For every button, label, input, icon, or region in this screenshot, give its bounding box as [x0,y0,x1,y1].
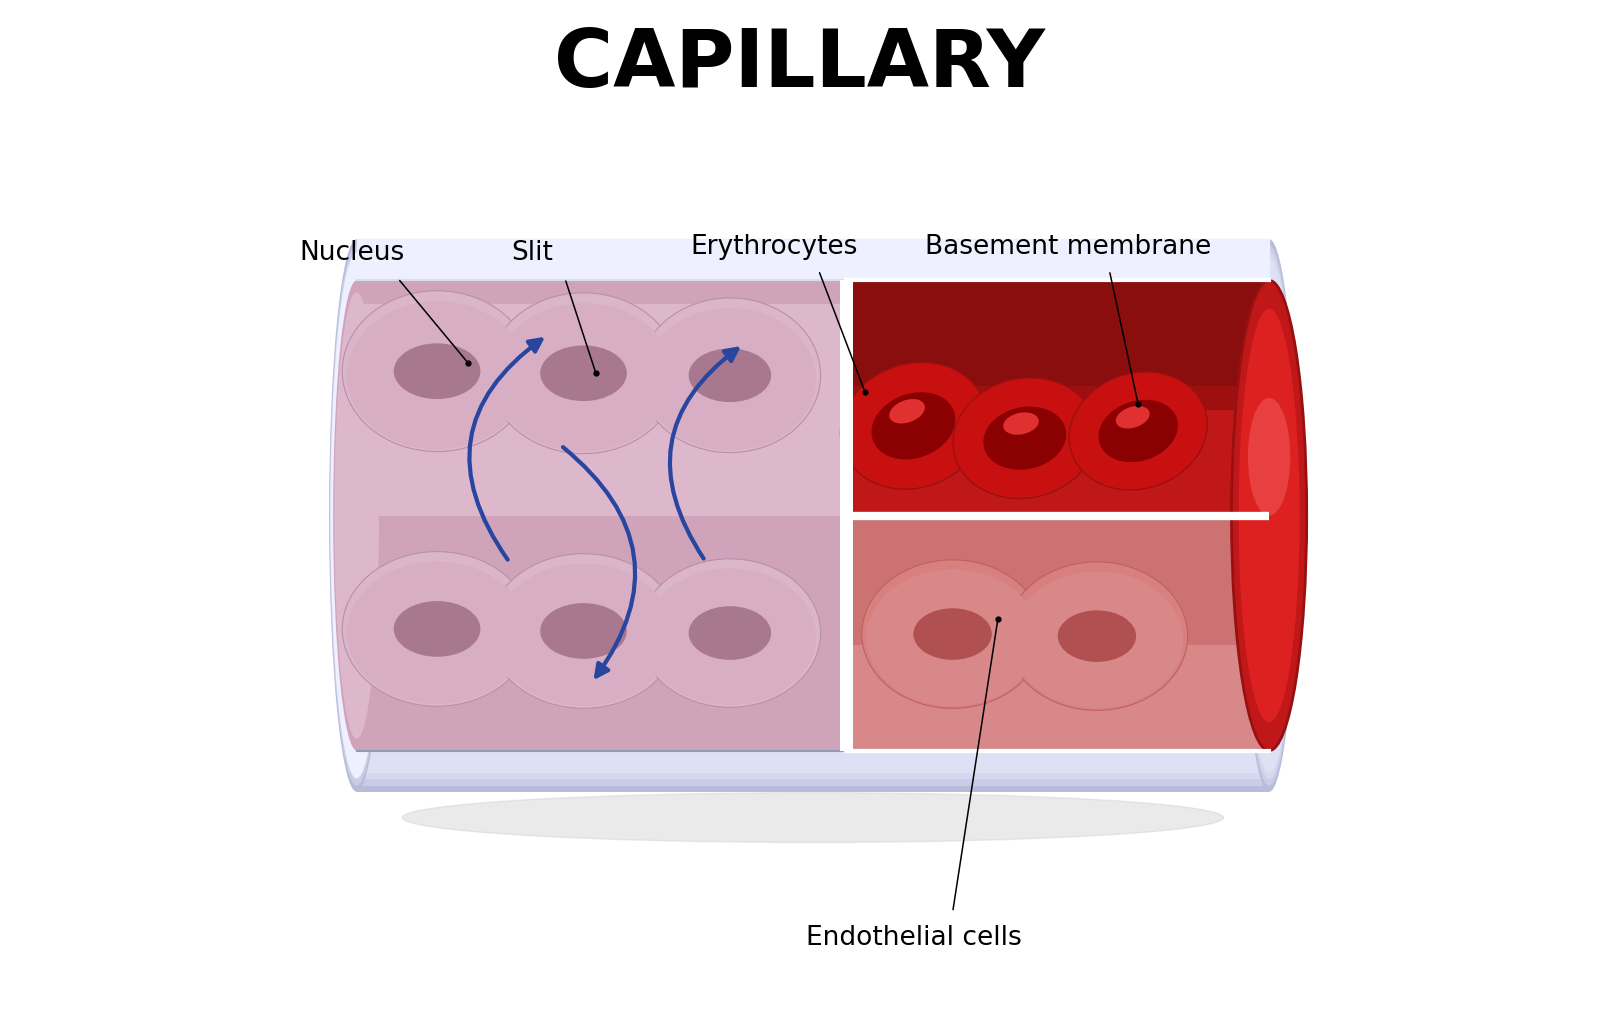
Ellipse shape [488,293,678,454]
Ellipse shape [862,560,1043,708]
Ellipse shape [347,301,526,450]
Ellipse shape [541,345,627,401]
Bar [357,280,846,751]
Ellipse shape [330,239,384,792]
Ellipse shape [872,392,955,460]
Bar [846,644,1269,751]
Bar [357,252,1269,779]
Ellipse shape [1115,406,1150,429]
Ellipse shape [1098,400,1178,462]
Text: CAPILLARY: CAPILLARY [555,26,1045,104]
Bar [840,280,853,751]
Ellipse shape [1232,280,1307,751]
Ellipse shape [541,603,627,659]
Bar [846,516,1269,751]
Ellipse shape [330,252,382,779]
Ellipse shape [347,562,526,704]
Ellipse shape [394,601,480,657]
Ellipse shape [866,569,1038,706]
Bar [357,245,1269,786]
Bar [357,239,1269,289]
Ellipse shape [1069,372,1206,490]
Ellipse shape [688,348,771,402]
Ellipse shape [1242,239,1296,792]
Ellipse shape [984,406,1066,470]
Ellipse shape [330,245,384,786]
Ellipse shape [1058,610,1136,662]
Bar [357,239,1269,792]
Ellipse shape [688,606,771,660]
Ellipse shape [638,559,821,707]
Ellipse shape [333,280,381,751]
Bar [357,304,846,516]
Ellipse shape [394,343,480,399]
Ellipse shape [840,362,986,490]
Text: Erythrocytes: Erythrocytes [691,234,858,261]
Bar [846,280,1269,516]
Ellipse shape [402,793,1224,842]
Ellipse shape [638,298,821,453]
Bar [357,258,1269,773]
Ellipse shape [1242,245,1296,786]
Ellipse shape [1011,571,1182,708]
Ellipse shape [643,308,816,451]
Text: Basement membrane: Basement membrane [925,234,1211,261]
Ellipse shape [493,564,674,706]
Ellipse shape [1238,308,1299,723]
Ellipse shape [331,253,382,778]
Bar [846,280,1269,387]
Ellipse shape [488,554,678,708]
Text: Endothelial cells: Endothelial cells [805,925,1021,952]
Ellipse shape [1248,398,1290,516]
Ellipse shape [493,303,674,452]
Ellipse shape [1243,252,1296,779]
Text: Slit: Slit [510,239,554,266]
Ellipse shape [954,377,1096,499]
Ellipse shape [334,292,379,739]
Ellipse shape [331,258,382,773]
Ellipse shape [342,291,531,452]
Ellipse shape [1243,258,1294,773]
Ellipse shape [1003,412,1038,435]
Ellipse shape [342,552,531,706]
Ellipse shape [890,399,925,424]
Text: Nucleus: Nucleus [299,239,405,266]
Bar [846,409,1269,516]
Ellipse shape [1006,562,1187,710]
Ellipse shape [643,568,816,705]
Ellipse shape [914,608,992,660]
